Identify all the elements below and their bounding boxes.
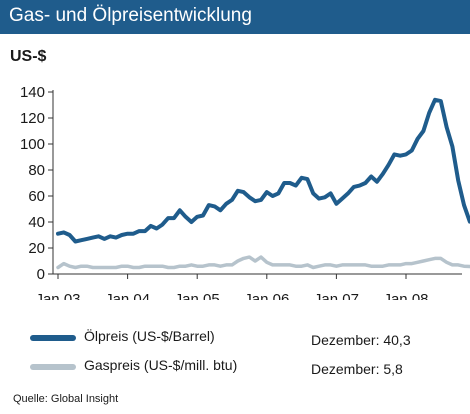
legend-swatch-oil — [30, 335, 76, 341]
y-tick-label: 0 — [37, 266, 45, 283]
y-tick-label: 80 — [28, 162, 45, 179]
x-tick-label: Jan 05 — [175, 291, 220, 300]
chart-title: Gas- und Ölpreisentwicklung — [9, 5, 252, 26]
x-tick-label: Jan 04 — [105, 291, 150, 300]
x-tick-label: Jan 06 — [244, 291, 289, 300]
y-tick-label: 40 — [28, 214, 45, 231]
x-tick-label: Jan 03 — [35, 291, 80, 300]
series-line-oil — [56, 97, 470, 244]
y-tick-label: 20 — [28, 240, 45, 257]
source-note: Quelle: Global Insight — [13, 393, 119, 405]
series-line-gas — [56, 255, 470, 270]
legend-note-oil: Dezember: 40,3 — [311, 332, 411, 348]
y-tick-label: 60 — [28, 188, 45, 205]
legend-label-gas: Gaspreis (US-$/mill. btu) — [84, 357, 238, 373]
x-tick-label: Jan 07 — [314, 291, 359, 300]
y-tick-label: 120 — [20, 110, 45, 127]
title-bar: Gas- und Ölpreisentwicklung — [0, 0, 470, 34]
y-axis-unit: US-$ — [10, 48, 47, 65]
legend-label-oil: Ölpreis (US-$/Barrel) — [84, 328, 215, 344]
y-tick-label: 140 — [20, 84, 45, 101]
y-tick-label: 100 — [20, 136, 45, 153]
legend-swatch-gas — [30, 364, 76, 370]
line-chart: 0 20 40 60 80 100 120 140 Jan 03 Jan 04 Jan 05 Jan … — [20, 84, 470, 300]
x-tick-label: Jan 08 — [383, 291, 428, 300]
legend-note-gas: Dezember: 5,8 — [311, 361, 403, 377]
